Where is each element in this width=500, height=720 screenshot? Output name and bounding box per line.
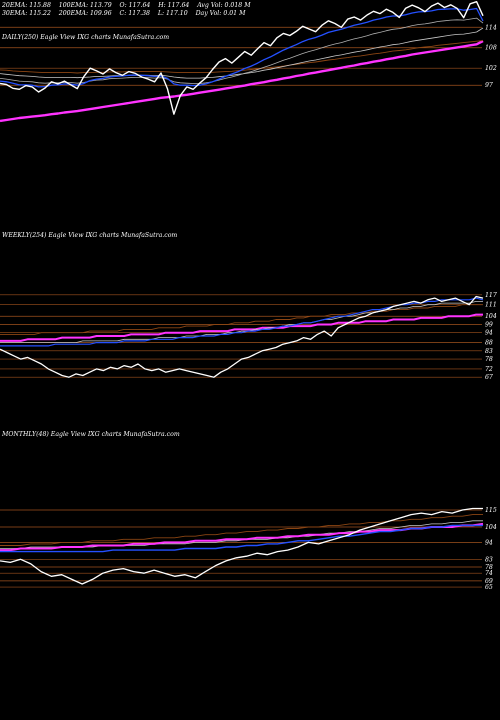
price-level-label: 104	[485, 313, 497, 320]
close-readout: C: 117.38	[119, 10, 150, 17]
open-readout: O: 117.64	[119, 2, 151, 9]
panel-title-2: WEEKLY(254) Eagle View IXG charts Munafa…	[2, 232, 178, 239]
price-level-label: 104	[485, 524, 497, 531]
price-level-label: 65	[485, 584, 493, 591]
price-level-label: 78	[485, 356, 493, 363]
high-readout: H: 117.64	[158, 2, 190, 9]
price-level-label: 115	[485, 507, 497, 514]
price-level-label: 114	[485, 24, 497, 31]
series-line-2	[0, 297, 484, 347]
price-level-label: 108	[485, 45, 497, 52]
price-level-label: 74	[485, 570, 493, 577]
header-row-1: 20EMA: 115.88 100EMA: 113.79 O: 117.64 H…	[2, 2, 251, 9]
day-vol-readout: Day Vol: 0.01 M	[195, 10, 246, 17]
ema200-readout: 200EMA: 109.96	[58, 10, 112, 17]
price-level-label: 117	[485, 292, 497, 299]
price-level-label: 88	[485, 340, 493, 347]
panel-title-1: DAILY(250) Eagle View IXG charts MunafaS…	[2, 34, 170, 41]
price-level-label: 78	[485, 564, 493, 571]
series-line-6	[0, 39, 484, 123]
series-line-1	[0, 1, 484, 115]
price-level-label: 94	[485, 330, 493, 337]
price-level-label: 94	[485, 539, 493, 546]
price-level-label: 83	[485, 556, 493, 563]
avg-vol-readout: Avg Vol: 0.018 M	[197, 2, 251, 9]
price-level-label: 97	[485, 82, 493, 89]
low-readout: L: 117.10	[157, 10, 188, 17]
series-line-4	[0, 304, 483, 335]
price-level-label: 69	[485, 578, 493, 585]
price-level-label: 99	[485, 321, 493, 328]
series-line-1	[0, 295, 484, 378]
ema30-readout: 30EMA: 115.22	[2, 10, 51, 17]
price-level-label: 72	[485, 366, 493, 373]
series-line-5	[0, 514, 483, 546]
series-line-2	[0, 524, 483, 553]
series-line-2	[0, 7, 484, 88]
header-row-2: 30EMA: 115.22 200EMA: 109.96 C: 117.38 L…	[2, 10, 245, 17]
ema20-readout: 20EMA: 115.88	[2, 2, 51, 9]
panel-title-3: MONTHLY(48) Eagle View IXG charts Munafa…	[2, 431, 180, 438]
series-line-1	[0, 507, 483, 585]
price-level-label: 111	[485, 302, 497, 309]
ema100-readout: 100EMA: 113.79	[58, 2, 112, 9]
price-level-label: 83	[485, 348, 493, 355]
price-level-label: 67	[485, 374, 493, 381]
series-line-5	[0, 313, 483, 342]
series-line-4	[0, 520, 483, 549]
series-line-3	[0, 300, 483, 344]
price-level-label: 102	[485, 65, 497, 72]
